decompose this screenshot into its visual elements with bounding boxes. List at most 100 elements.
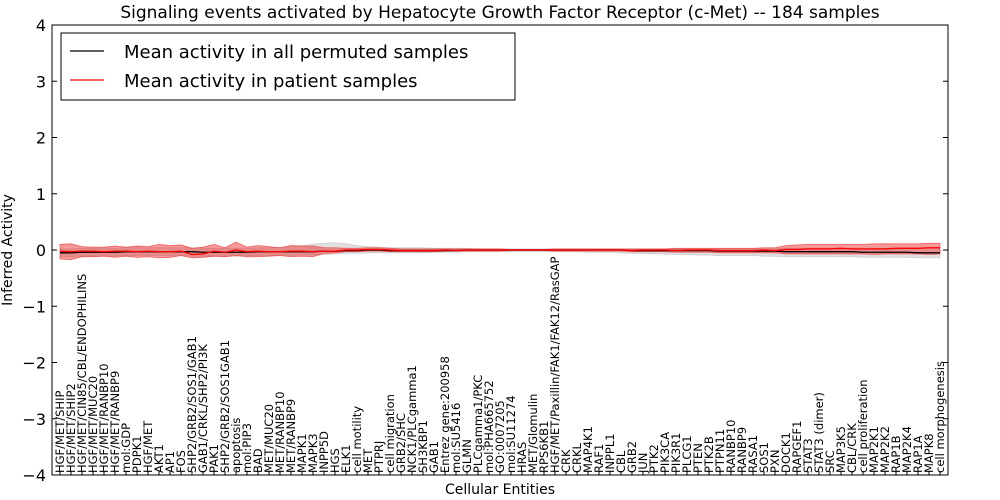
x-tick-label: FOS <box>174 450 188 473</box>
x-tick-label: HGF/MET/RANBP10 <box>97 363 111 473</box>
x-tick-label: HGF/MET/MUC20 <box>86 376 100 473</box>
y-tick-label: −4 <box>22 466 46 485</box>
x-tick-label: mol:GDP <box>119 423 133 473</box>
x-tick-label: CBL <box>614 450 628 473</box>
x-tick-label: GRB2 <box>625 441 639 473</box>
x-tick-label: MAP3K5 <box>834 426 848 473</box>
bands-layer <box>59 241 941 260</box>
x-tick-label: CRKL <box>570 442 584 473</box>
series-line-patient <box>59 247 940 256</box>
x-tick-label: ELK1 <box>339 444 353 473</box>
x-tick-label: PLCG1 <box>680 435 694 473</box>
x-tick-label: HGF/MET <box>141 420 155 473</box>
x-tick-label: SHP2/GRB2/SOS1GAB1 <box>218 340 232 473</box>
x-tick-label: GO:0007205 <box>493 400 507 473</box>
x-tick-label: SRC <box>823 450 837 473</box>
x-tick-label: MET/MUC20 <box>262 404 276 473</box>
y-axis-label: Inferred Activity <box>0 194 16 306</box>
x-tick-label: BAD <box>251 448 265 473</box>
x-tick-label: MAP4K1 <box>581 426 595 473</box>
x-tick-label: SHP2/GRB2/SOS1/GAB1 <box>185 336 199 473</box>
x-tick-label: mol:PIP3 <box>240 423 254 473</box>
x-tick-label: MAPK3 <box>306 433 320 473</box>
x-tick-label: PTEN <box>691 443 705 473</box>
x-tick-label: MAP2K2 <box>878 426 892 473</box>
x-tick-label: GAB1 <box>427 441 441 473</box>
legend-label-patient: Mean activity in patient samples <box>124 71 418 92</box>
x-tick-label: PDPK1 <box>130 435 144 473</box>
x-tick-label: INPP5D <box>317 431 331 473</box>
x-tick-label: RAP1B <box>889 435 903 473</box>
x-tick-label: HGF/MET/SHIP2 <box>64 383 78 473</box>
x-tick-label: mol:SU11274 <box>504 395 518 473</box>
y-tick-label: −1 <box>22 297 46 316</box>
x-tick-label: GRB2/SHC <box>394 413 408 473</box>
x-tick-label: MET/RANBP9 <box>284 399 298 473</box>
x-tick-label: mol:PHA665752 <box>482 380 496 473</box>
plot-frame <box>51 24 949 476</box>
y-tick-label: 0 <box>36 241 46 260</box>
x-tick-label: cell morphogenesis <box>933 361 947 473</box>
x-tick-label: CRK <box>559 449 573 473</box>
y-tick-label: 2 <box>36 129 46 148</box>
x-tick-label: Entrez gene:200958 <box>438 356 452 473</box>
x-tick-label: HRAS <box>515 442 529 473</box>
x-tick-label: HGS <box>328 448 342 473</box>
x-tick-label: STAT3 (dimer) <box>812 392 826 473</box>
x-tick-label: GLMN <box>460 439 474 473</box>
x-tick-label: CBL/CRK <box>845 423 859 473</box>
x-tick-label: MAP2K1 <box>867 426 881 473</box>
x-tick-label: PLCgamma1/PKC <box>471 375 485 473</box>
x-tick-label: AKT1 <box>152 444 166 473</box>
lines-layer <box>59 247 940 256</box>
x-tick-label: PTPRJ <box>372 441 386 473</box>
y-tick-label: −3 <box>22 410 46 429</box>
legend-label-permuted: Mean activity in all permuted samples <box>124 42 468 63</box>
x-tick-label: RANBP9 <box>735 427 749 473</box>
x-tick-label: PIK3CA <box>658 432 672 473</box>
patient-spread-band <box>59 241 941 260</box>
x-tick-label: PXN <box>768 450 782 473</box>
x-tick-label: MET <box>361 448 375 473</box>
y-tick-label: 3 <box>36 72 46 91</box>
x-tick-label: STAT3 <box>801 438 815 473</box>
x-tick-label: DOCK1 <box>779 432 793 473</box>
x-tick-label: HGF/MET/Paxillin/FAK1/FAK12/RasGAP <box>548 256 562 473</box>
y-axis-ticks: −4 −3 −2 −1 0 1 2 3 4 <box>22 16 948 485</box>
x-tick-label: RAPGEF1 <box>790 421 804 473</box>
x-tick-label: PTK2B <box>702 436 716 473</box>
x-axis-label: Cellular Entities <box>445 482 555 498</box>
x-tick-label: MAPK1 <box>295 433 309 473</box>
x-tick-label: HGF/MET/SHIP <box>53 391 67 473</box>
x-tick-label: RPS6KB1 <box>537 421 551 473</box>
x-tick-label: cell motility <box>350 406 364 473</box>
x-tick-label: MAP2K4 <box>900 426 914 473</box>
x-tick-label: JUN <box>636 453 650 474</box>
y-tick-label: −2 <box>22 354 46 373</box>
x-axis-category-labels: HGF/MET/SHIPHGF/MET/SHIP2HGF/MET/CIN85/C… <box>53 256 947 475</box>
x-tick-label: HGF/MET/RANBP9 <box>108 371 122 473</box>
x-tick-label: PIK3R1 <box>669 433 683 474</box>
x-tick-label: SOS1 <box>757 442 771 473</box>
x-tick-label: GAB1/CRKL/SHP2/PI3K <box>196 344 210 473</box>
x-tick-label: MET/Glomulin <box>526 394 540 473</box>
x-tick-label: HGF/MET/CIN85/CBL/ENDOPHILINS <box>75 274 89 473</box>
x-tick-label: NCK1/PLCgamma1 <box>405 365 419 473</box>
x-tick-label: mol:SU5416 <box>449 403 463 473</box>
x-tick-label: RAF1 <box>592 444 606 473</box>
x-tick-label: apoptosis <box>229 418 243 473</box>
x-tick-label: AP1 <box>163 451 177 473</box>
x-tick-label: cell migration <box>383 394 397 473</box>
x-tick-label: cell proliferation <box>856 379 870 473</box>
x-tick-label: PTK2 <box>647 444 661 473</box>
x-tick-label: SH3KBP1 <box>416 420 430 473</box>
x-tick-label: PTPN11 <box>713 429 727 473</box>
legend: Mean activity in all permuted samples Me… <box>60 32 516 101</box>
x-tick-label: MET/RANBP10 <box>273 391 287 473</box>
y-tick-label: 1 <box>36 185 46 204</box>
legend-box <box>60 32 516 101</box>
x-tick-label: RASA1 <box>746 435 760 473</box>
y-tick-label: 4 <box>36 16 46 35</box>
chart-title: Signaling events activated by Hepatocyte… <box>120 3 879 23</box>
